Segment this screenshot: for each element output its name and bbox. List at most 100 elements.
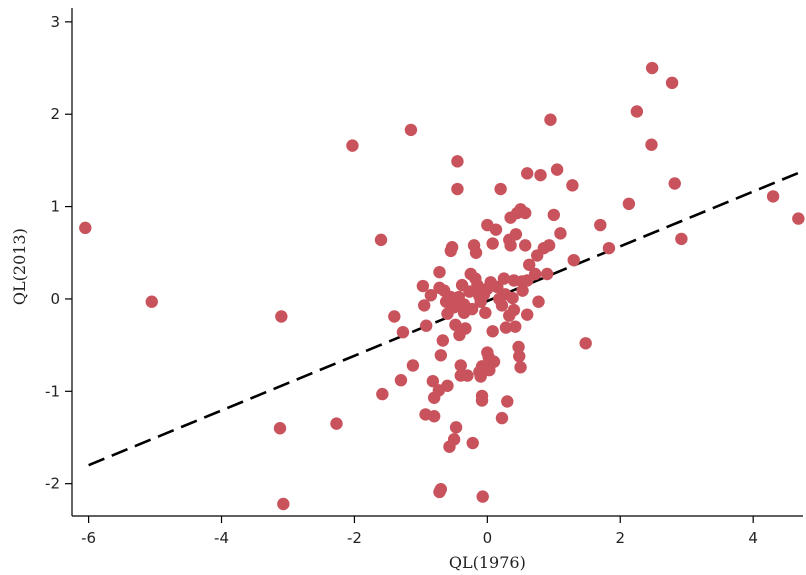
data-point — [427, 410, 441, 423]
data-point — [507, 303, 521, 317]
data-point — [346, 139, 359, 152]
data-point — [424, 289, 438, 302]
x-tick-label: 0 — [483, 529, 493, 547]
data-point — [792, 212, 805, 225]
data-point — [418, 299, 431, 312]
data-point — [476, 490, 489, 503]
y-tick-label: -1 — [45, 382, 60, 400]
data-point — [495, 411, 509, 425]
data-point — [486, 237, 499, 250]
data-point — [447, 301, 461, 314]
data-point — [506, 291, 519, 305]
data-point — [499, 321, 513, 334]
data-point — [420, 319, 433, 332]
data-point — [273, 422, 287, 435]
data-point — [277, 497, 290, 511]
data-point — [376, 387, 389, 401]
y-axis-title: QL(2013) — [10, 228, 29, 305]
data-point — [434, 349, 448, 362]
data-point — [436, 334, 450, 347]
data-point — [404, 123, 418, 137]
y-tick-label: 1 — [50, 198, 60, 216]
data-point — [445, 241, 459, 254]
data-point — [426, 374, 440, 388]
data-point — [566, 179, 579, 192]
data-point — [388, 310, 401, 323]
data-point — [454, 359, 467, 372]
data-point — [512, 340, 525, 354]
data-point — [469, 246, 483, 259]
data-point — [516, 284, 529, 297]
data-point — [471, 278, 484, 292]
data-point — [487, 355, 501, 368]
x-ticks: -6 -4 -2 0 2 4 — [81, 516, 758, 547]
data-point — [495, 299, 509, 312]
x-tick-label: -4 — [214, 529, 229, 547]
data-point — [542, 239, 556, 252]
data-point — [396, 325, 410, 339]
data-point — [645, 61, 659, 75]
data-point — [275, 310, 288, 323]
data-point — [594, 218, 607, 232]
data-point — [528, 267, 542, 281]
x-tick-label: -2 — [347, 529, 362, 547]
x-tick-label: 4 — [748, 529, 758, 547]
data-point — [532, 295, 545, 308]
data-point — [602, 241, 616, 255]
data-point — [645, 138, 658, 151]
data-point — [433, 265, 446, 279]
data-point — [451, 182, 464, 196]
data-point — [434, 483, 448, 496]
data-point — [668, 177, 681, 190]
data-point — [449, 318, 462, 332]
data-point — [441, 379, 454, 392]
y-tick-label: 0 — [50, 290, 60, 308]
data-point — [491, 280, 504, 294]
data-point — [521, 308, 534, 321]
data-point — [79, 221, 92, 235]
x-axis-title: QL(1976) — [449, 553, 526, 572]
data-point — [509, 228, 523, 241]
data-point — [461, 369, 474, 382]
data-point — [451, 155, 464, 168]
data-point — [514, 361, 527, 374]
data-point — [449, 421, 463, 434]
data-point — [540, 267, 554, 281]
data-point — [766, 190, 780, 203]
x-tick-label: -6 — [81, 529, 96, 547]
data-point — [622, 197, 636, 211]
data-point — [665, 76, 679, 90]
data-point — [416, 279, 430, 293]
data-point — [547, 208, 560, 222]
data-point — [550, 163, 564, 176]
data-point — [374, 233, 388, 247]
data-point — [509, 320, 522, 333]
data-point — [330, 417, 343, 430]
data-point — [406, 359, 420, 372]
data-point — [519, 206, 532, 220]
y-ticks: -2 -1 0 1 2 3 — [45, 13, 72, 493]
data-point — [475, 389, 489, 403]
data-point — [459, 322, 472, 335]
x-tick-label: 2 — [615, 529, 625, 547]
data-point — [479, 306, 492, 319]
points-group — [79, 61, 805, 511]
y-tick-label: -2 — [45, 475, 60, 493]
data-point — [504, 239, 517, 252]
data-point — [145, 295, 158, 308]
data-point — [630, 105, 644, 118]
data-point — [554, 227, 567, 240]
data-point — [465, 302, 479, 316]
data-point — [521, 167, 534, 180]
data-point — [394, 374, 408, 387]
data-point — [489, 223, 503, 236]
data-point — [523, 258, 536, 271]
data-point — [486, 325, 499, 338]
data-point — [675, 232, 688, 246]
data-point — [519, 239, 532, 252]
data-point — [494, 182, 507, 196]
data-point — [466, 436, 479, 450]
data-point — [534, 168, 547, 182]
data-point — [579, 337, 592, 350]
